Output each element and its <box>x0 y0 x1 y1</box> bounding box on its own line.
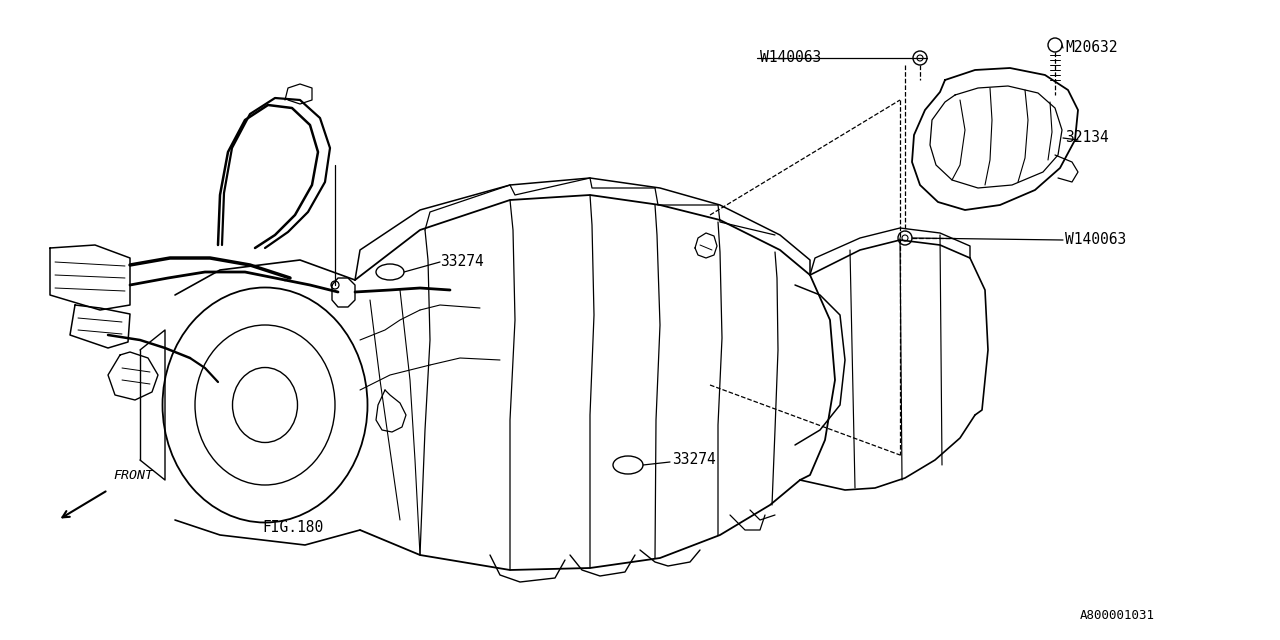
Text: 32134: 32134 <box>1065 131 1108 145</box>
Text: W140063: W140063 <box>760 51 822 65</box>
Text: 33274: 33274 <box>440 255 484 269</box>
Text: FIG.180: FIG.180 <box>262 520 324 536</box>
Text: 33274: 33274 <box>672 452 716 467</box>
Text: FRONT: FRONT <box>113 469 154 482</box>
Text: A800001031: A800001031 <box>1080 609 1155 622</box>
Text: M20632: M20632 <box>1065 40 1117 56</box>
Text: W140063: W140063 <box>1065 232 1126 248</box>
